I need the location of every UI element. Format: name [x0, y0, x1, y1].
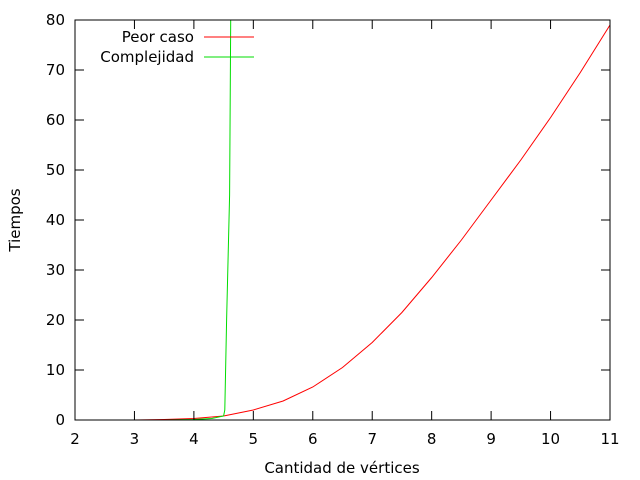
x-tick-label: 10	[541, 430, 560, 448]
x-tick-label: 9	[486, 430, 496, 448]
y-tick-label: 10	[46, 361, 65, 379]
series-lines	[134, 19, 611, 421]
series-line-2	[134, 19, 232, 421]
y-tick-label: 80	[46, 11, 65, 29]
legend-label: Complejidad	[100, 48, 194, 66]
x-tick-label: 4	[189, 430, 199, 448]
y-tick-label: 70	[46, 61, 65, 79]
plot-frame	[74, 19, 611, 421]
x-axis: 2 3 4 5 6 7 8 9 10 11	[70, 20, 620, 448]
y-tick-label: 50	[46, 161, 65, 179]
x-tick-label: 7	[367, 430, 377, 448]
y-tick-label: 40	[46, 211, 65, 229]
y-tick-label: 60	[46, 111, 65, 129]
legend: Peor caso Complejidad	[100, 28, 254, 66]
y-tick-label: 20	[46, 311, 65, 329]
x-axis-label: Cantidad de vértices	[264, 459, 420, 477]
y-tick-label: 0	[55, 411, 65, 429]
x-tick-label: 6	[308, 430, 318, 448]
x-tick-label: 2	[70, 430, 80, 448]
x-tick-label: 5	[249, 430, 259, 448]
x-tick-label: 8	[427, 430, 437, 448]
x-tick-label: 11	[600, 430, 619, 448]
y-axis: 0 10 20 30 40 50 60 70 80	[46, 11, 610, 429]
x-tick-label: 3	[130, 430, 140, 448]
legend-label: Peor caso	[122, 28, 194, 46]
series-line-1	[134, 24, 611, 421]
y-axis-label: Tiempos	[6, 188, 24, 252]
y-tick-label: 30	[46, 261, 65, 279]
